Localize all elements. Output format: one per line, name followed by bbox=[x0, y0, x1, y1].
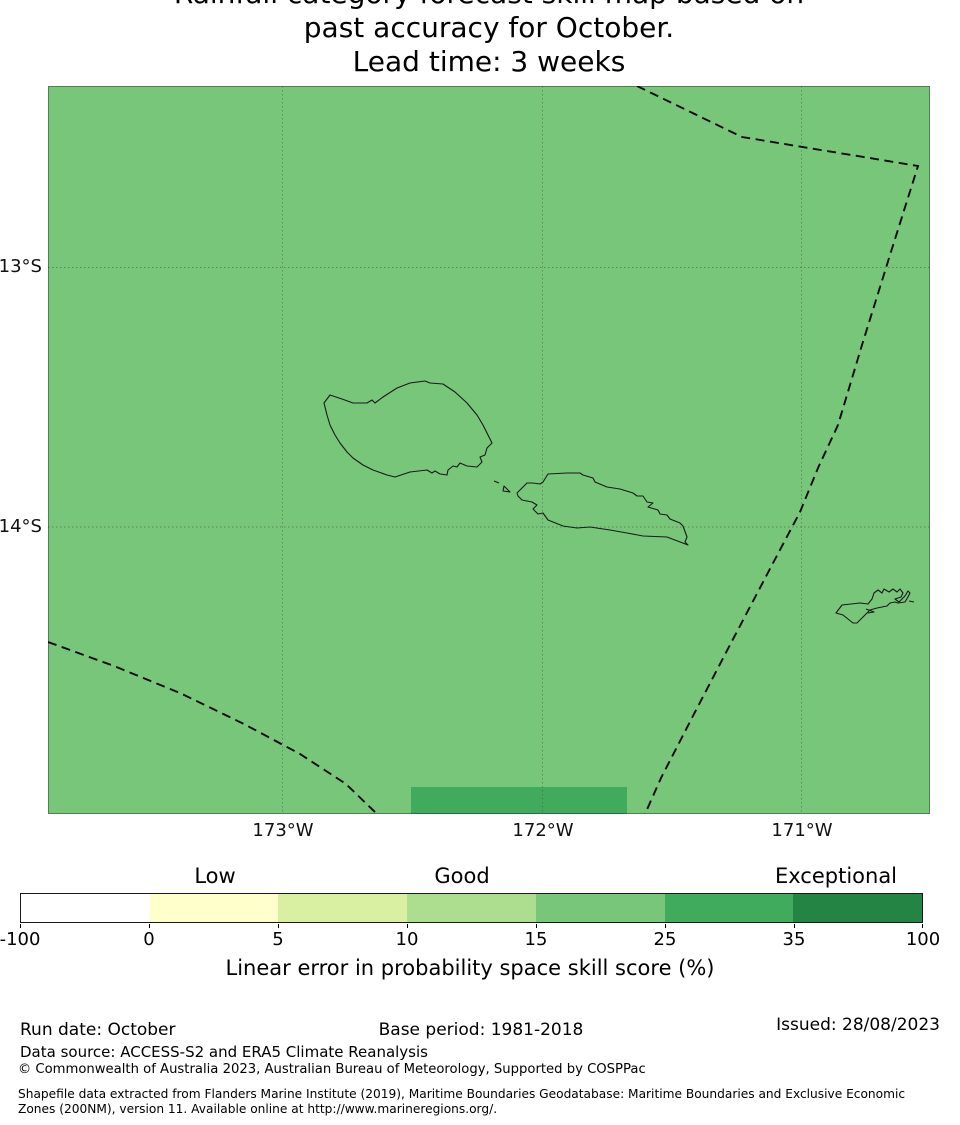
footer-data-source: Data source: ACCESS-S2 and ERA5 Climate … bbox=[20, 1043, 428, 1061]
colorbar-tick-3 bbox=[278, 924, 279, 928]
colorbar-tick-8 bbox=[922, 924, 923, 928]
footer-base-period: Base period: 1981-2018 bbox=[378, 1020, 584, 1040]
colorbar bbox=[20, 893, 923, 923]
colorbar-ticklabel-35: 35 bbox=[782, 929, 806, 950]
colorbar-tick-7 bbox=[794, 924, 795, 928]
colorbar-category-exceptional: Exceptional bbox=[774, 864, 898, 888]
colorbar-ticklabel-5: 5 bbox=[272, 929, 284, 950]
footer-shapefile-note: Shapefile data extracted from Flanders M… bbox=[18, 1087, 906, 1116]
colorbar-segment-4 bbox=[407, 894, 536, 922]
colorbar-segment-5 bbox=[535, 894, 665, 922]
colorbar-tick-1 bbox=[20, 924, 21, 928]
map-canvas bbox=[48, 86, 930, 814]
colorbar-category-good: Good bbox=[434, 864, 490, 888]
title-line2: past accuracy for October. bbox=[303, 11, 675, 44]
colorbar-segment-3 bbox=[278, 894, 408, 922]
map-background bbox=[48, 86, 930, 814]
eez-boundary-east bbox=[636, 86, 920, 814]
footer-copyright: © Commonwealth of Australia 2023, Austra… bbox=[18, 1062, 646, 1077]
coastline-pago-harbor-mark bbox=[865, 608, 875, 614]
coastline-aunuu-islet bbox=[908, 600, 915, 603]
footer-run-date: Run date: October bbox=[20, 1020, 176, 1040]
colorbar-tick-5 bbox=[536, 924, 537, 928]
footer-issued: Issued: 28/08/2023 bbox=[776, 1015, 940, 1035]
colorbar-segment-2 bbox=[149, 894, 279, 922]
coastline-savaii bbox=[323, 380, 493, 478]
colorbar-ticklabel-0: 0 bbox=[143, 929, 155, 950]
colorbar-segment-1 bbox=[21, 894, 150, 922]
colorbar-segment-6 bbox=[664, 894, 794, 922]
xtick-label-173w: 173°W bbox=[252, 820, 314, 841]
coastline-tutuila bbox=[835, 588, 911, 624]
map-frame bbox=[48, 86, 930, 814]
ytick-label-14s: 14°S bbox=[0, 516, 42, 537]
title-line1-cropped: Rainfall category forecast skill map bas… bbox=[48, 0, 930, 11]
colorbar-ticklabel-25: 25 bbox=[653, 929, 677, 950]
colorbar-ticklabel-neg100: -100 bbox=[0, 929, 41, 950]
colorbar-ticklabel-10: 10 bbox=[395, 929, 419, 950]
map-area bbox=[48, 86, 930, 814]
coastline-upolu bbox=[516, 472, 689, 546]
graticule-gridlines bbox=[48, 86, 930, 814]
skill-highlight-region bbox=[411, 787, 627, 814]
xtick-label-172w: 172°W bbox=[512, 820, 574, 841]
coastline-apolima-islet bbox=[502, 485, 511, 493]
colorbar-tick-6 bbox=[665, 924, 666, 928]
figure-title: Rainfall category forecast skill map bas… bbox=[48, 0, 930, 79]
colorbar-ticklabel-15: 15 bbox=[524, 929, 548, 950]
coastline-manono-islet bbox=[493, 480, 500, 484]
colorbar-ticklabel-100: 100 bbox=[905, 929, 941, 950]
ytick-label-13s: 13°S bbox=[0, 256, 42, 277]
colorbar-tick-2 bbox=[149, 924, 150, 928]
eez-boundaries bbox=[48, 86, 920, 814]
colorbar-tick-4 bbox=[407, 924, 408, 928]
coastlines bbox=[323, 380, 915, 624]
xtick-label-171w: 171°W bbox=[771, 820, 833, 841]
colorbar-segment-7 bbox=[793, 894, 923, 922]
colorbar-axis-label: Linear error in probability space skill … bbox=[225, 956, 715, 980]
colorbar-category-low: Low bbox=[194, 864, 236, 888]
title-line3: Lead time: 3 weeks bbox=[352, 45, 626, 78]
